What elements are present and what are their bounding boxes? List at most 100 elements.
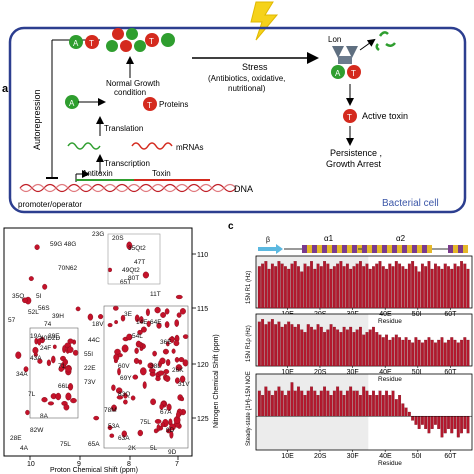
relaxation-bar [460, 416, 463, 434]
relaxation-bar [420, 416, 424, 425]
relaxation-bar [277, 386, 281, 417]
bacterial-cell-label: Bacterial cell [382, 198, 439, 209]
hsqc-x-ticks: 10 9 8 7 [27, 456, 179, 468]
hsqc-peak [142, 271, 150, 279]
hsqc-peak [52, 344, 57, 350]
hsqc-peak [28, 276, 34, 281]
hsqc-peak [171, 348, 176, 354]
relaxation-bar [310, 386, 313, 417]
hsqc-peak-label: 82W [30, 427, 44, 434]
relaxation-bar [404, 407, 408, 417]
relaxation-bar [306, 390, 310, 417]
hsqc-peak [34, 244, 40, 251]
relaxation-bar [466, 268, 470, 309]
hsqc-peak-label: 7L [28, 391, 36, 398]
hsqc-peak-label: 78M [104, 407, 117, 414]
bacterial-cell-frame [8, 26, 467, 214]
relaxation-bar [352, 390, 356, 417]
relaxation-bar [329, 324, 333, 367]
dna-label: DNA [234, 184, 253, 194]
residue-tick-label: 40E [379, 453, 392, 460]
relaxation-bar [293, 261, 297, 309]
relaxation-bar [287, 321, 291, 367]
relaxation-bar [355, 390, 359, 417]
relaxation-bar [300, 329, 304, 367]
hsqc-peak-label: 9D [166, 427, 175, 434]
hsqc-peak [176, 312, 182, 318]
hsqc-peak [140, 326, 147, 333]
active-toxin-label: Active toxin [362, 111, 408, 121]
relaxation-bar [352, 266, 356, 309]
hsqc-peak-label: 24F [40, 345, 51, 352]
relaxation-bar [394, 261, 398, 309]
hsqc-peaks [15, 241, 189, 439]
relaxation-bar [388, 339, 392, 367]
hsqc-peak-label: 57 [8, 317, 16, 324]
relaxation-bar [414, 416, 418, 425]
hsqc-peak [58, 366, 64, 372]
relaxation-bar [420, 342, 424, 367]
hsqc-peak [126, 241, 133, 250]
hsqc-peak [22, 297, 28, 304]
antitoxin-mrna [67, 142, 101, 150]
hsqc-peak [182, 359, 189, 367]
hsqc-peak [121, 430, 128, 438]
hsqc-inset-box-3 [107, 233, 161, 285]
hsqc-peak [169, 423, 176, 431]
hsqc-peak [147, 362, 154, 369]
svg-text:T: T [149, 37, 154, 46]
relaxation-bar [375, 395, 379, 417]
relaxation-bar [372, 390, 375, 417]
relaxation-bar [290, 263, 294, 309]
hsqc-peak [145, 308, 150, 317]
residue-tick-label: 60T [444, 311, 457, 318]
relaxation-bar [430, 416, 434, 429]
lon-label: Lon [328, 35, 341, 44]
hsqc-peak [137, 429, 144, 437]
stress-label: Stress [242, 62, 268, 72]
hsqc-peak-label: 83Q [118, 391, 130, 398]
relaxation-bar [270, 395, 274, 417]
hsqc-peak [37, 358, 43, 364]
hsqc-inset-box-1 [29, 327, 79, 419]
relaxation-bar [378, 390, 382, 417]
hsqc-x-tick-label: 8 [127, 461, 131, 468]
relaxation-bar [345, 390, 349, 417]
relaxation-bar [313, 390, 317, 417]
svg-text:A: A [69, 99, 75, 108]
alpha2-label: α2 [396, 234, 406, 243]
relaxation-bar [375, 332, 379, 367]
relaxation-bar [359, 395, 362, 417]
hsqc-peak-label: 31V [178, 381, 190, 388]
alpha-helix [362, 245, 432, 253]
hsqc-peak-label: 75L [60, 441, 71, 448]
relaxation-bar [417, 416, 421, 429]
hsqc-peak-label: 63A [118, 435, 130, 442]
hsqc-peak [135, 340, 142, 348]
hsqc-peak-label: 80T [128, 275, 139, 282]
relaxation-bar [297, 266, 300, 309]
relaxation-bar [264, 386, 268, 417]
hsqc-peak-label: 28E [10, 435, 22, 442]
relaxation-bar [391, 266, 395, 309]
relaxation-ylabel: 15N R1ρ (Hz) [246, 325, 252, 362]
relaxation-bar [329, 268, 333, 309]
relaxation-bar [332, 390, 336, 417]
hsqc-peak [15, 351, 22, 359]
relaxation-bar [447, 339, 450, 367]
hsqc-peak [150, 398, 157, 406]
relaxation-bar [319, 266, 323, 309]
ta-complex-top: A T [69, 35, 99, 49]
relaxation-bar [378, 334, 382, 367]
hsqc-inset-box-2 [103, 305, 189, 449]
hsqc-peak [164, 321, 170, 329]
hsqc-peak [46, 359, 51, 367]
hsqc-peak [51, 355, 56, 364]
persistence-label-2: Growth Arrest [326, 159, 382, 169]
relaxation-bar [391, 337, 395, 367]
hsqc-x-tick-label: 7 [175, 461, 179, 468]
relaxation-bar [297, 386, 300, 417]
relaxation-bar [319, 326, 323, 367]
